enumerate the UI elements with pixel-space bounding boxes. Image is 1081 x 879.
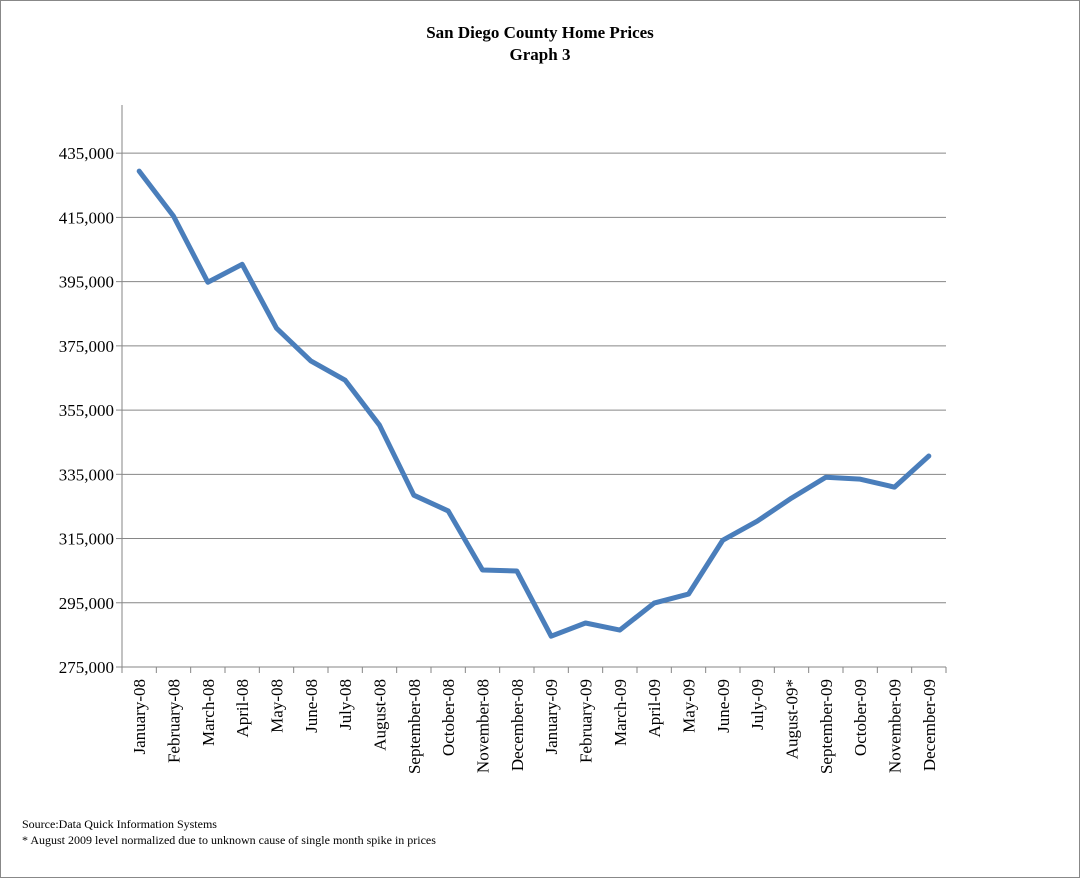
x-tick-label: March-08 <box>199 679 218 746</box>
x-tick-label: December-08 <box>508 679 527 771</box>
chart-subtitle: Graph 3 <box>510 45 571 64</box>
y-tick-label: 355,000 <box>59 401 114 420</box>
x-tick-label: April-09 <box>645 679 664 738</box>
y-tick-label: 315,000 <box>59 530 114 549</box>
x-tick-label: June-09 <box>714 679 733 733</box>
x-tick-label: August-09* <box>783 679 802 759</box>
x-tick-label: August-08 <box>371 679 390 751</box>
x-tick-label: July-09 <box>748 679 767 730</box>
x-tick-label: October-09 <box>851 679 870 756</box>
x-tick-label: May-08 <box>268 679 287 733</box>
x-tick-label: January-08 <box>130 679 149 755</box>
y-tick-label: 375,000 <box>59 337 114 356</box>
y-tick-label: 415,000 <box>59 208 114 227</box>
x-tick-label: January-09 <box>542 679 561 755</box>
source-note: Source:Data Quick Information Systems <box>22 817 217 831</box>
x-tick-label: September-09 <box>817 679 836 774</box>
x-tick-label: December-09 <box>920 679 939 771</box>
x-tick-label: October-08 <box>439 679 458 756</box>
x-tick-label: February-09 <box>577 679 596 763</box>
y-tick-label: 435,000 <box>59 144 114 163</box>
y-tick-label: 395,000 <box>59 273 114 292</box>
x-tick-label: November-09 <box>886 679 905 773</box>
footnote: * August 2009 level normalized due to un… <box>22 833 436 847</box>
x-tick-label: March-09 <box>611 679 630 746</box>
line-series <box>136 168 932 639</box>
x-tick-label: July-08 <box>336 679 355 730</box>
x-tick-label: May-09 <box>680 679 699 733</box>
y-tick-label: 275,000 <box>59 658 114 677</box>
y-tick-label: 295,000 <box>59 594 114 613</box>
x-tick-label: November-08 <box>474 679 493 773</box>
x-tick-label: February-08 <box>165 679 184 763</box>
x-tick-label: June-08 <box>302 679 321 733</box>
x-tick-label: September-08 <box>405 679 424 774</box>
chart-title: San Diego County Home Prices <box>426 23 654 42</box>
x-tick-label: April-08 <box>233 679 252 738</box>
y-tick-label: 335,000 <box>59 465 114 484</box>
